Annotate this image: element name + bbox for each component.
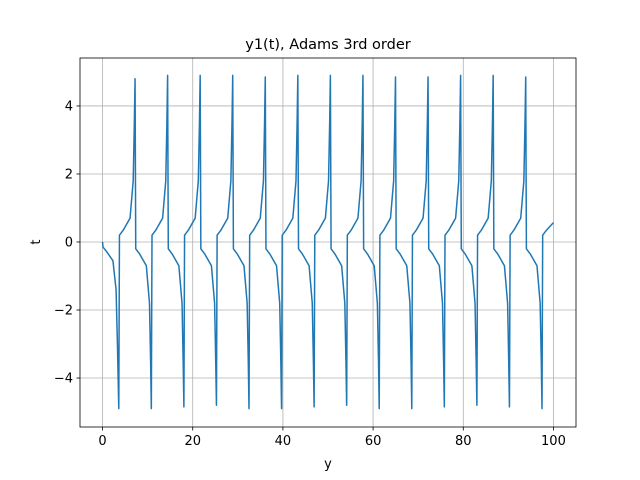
y-tick-label: −2 [54,304,73,319]
x-tick-label: 20 [184,434,201,449]
chart-title: y1(t), Adams 3rd order [245,37,411,53]
y-axis-label: t [29,239,44,244]
plot-area [101,74,555,410]
y-tick-label: 4 [65,99,73,114]
data-line [101,74,555,410]
x-tick-label: 60 [365,434,382,449]
x-tick-label: 100 [541,434,566,449]
x-tick-label: 80 [455,434,472,449]
y-tick-label: −4 [54,372,73,387]
y-tick-label: 0 [65,235,73,250]
ticks: 0 20 40 60 80 100 −4 −2 0 2 4 [54,99,566,449]
x-tick-label: 0 [98,434,106,449]
axes-frame [79,57,577,428]
y-tick-label: 2 [65,167,73,182]
x-tick-label: 40 [275,434,292,449]
x-axis-label: y [324,457,332,472]
